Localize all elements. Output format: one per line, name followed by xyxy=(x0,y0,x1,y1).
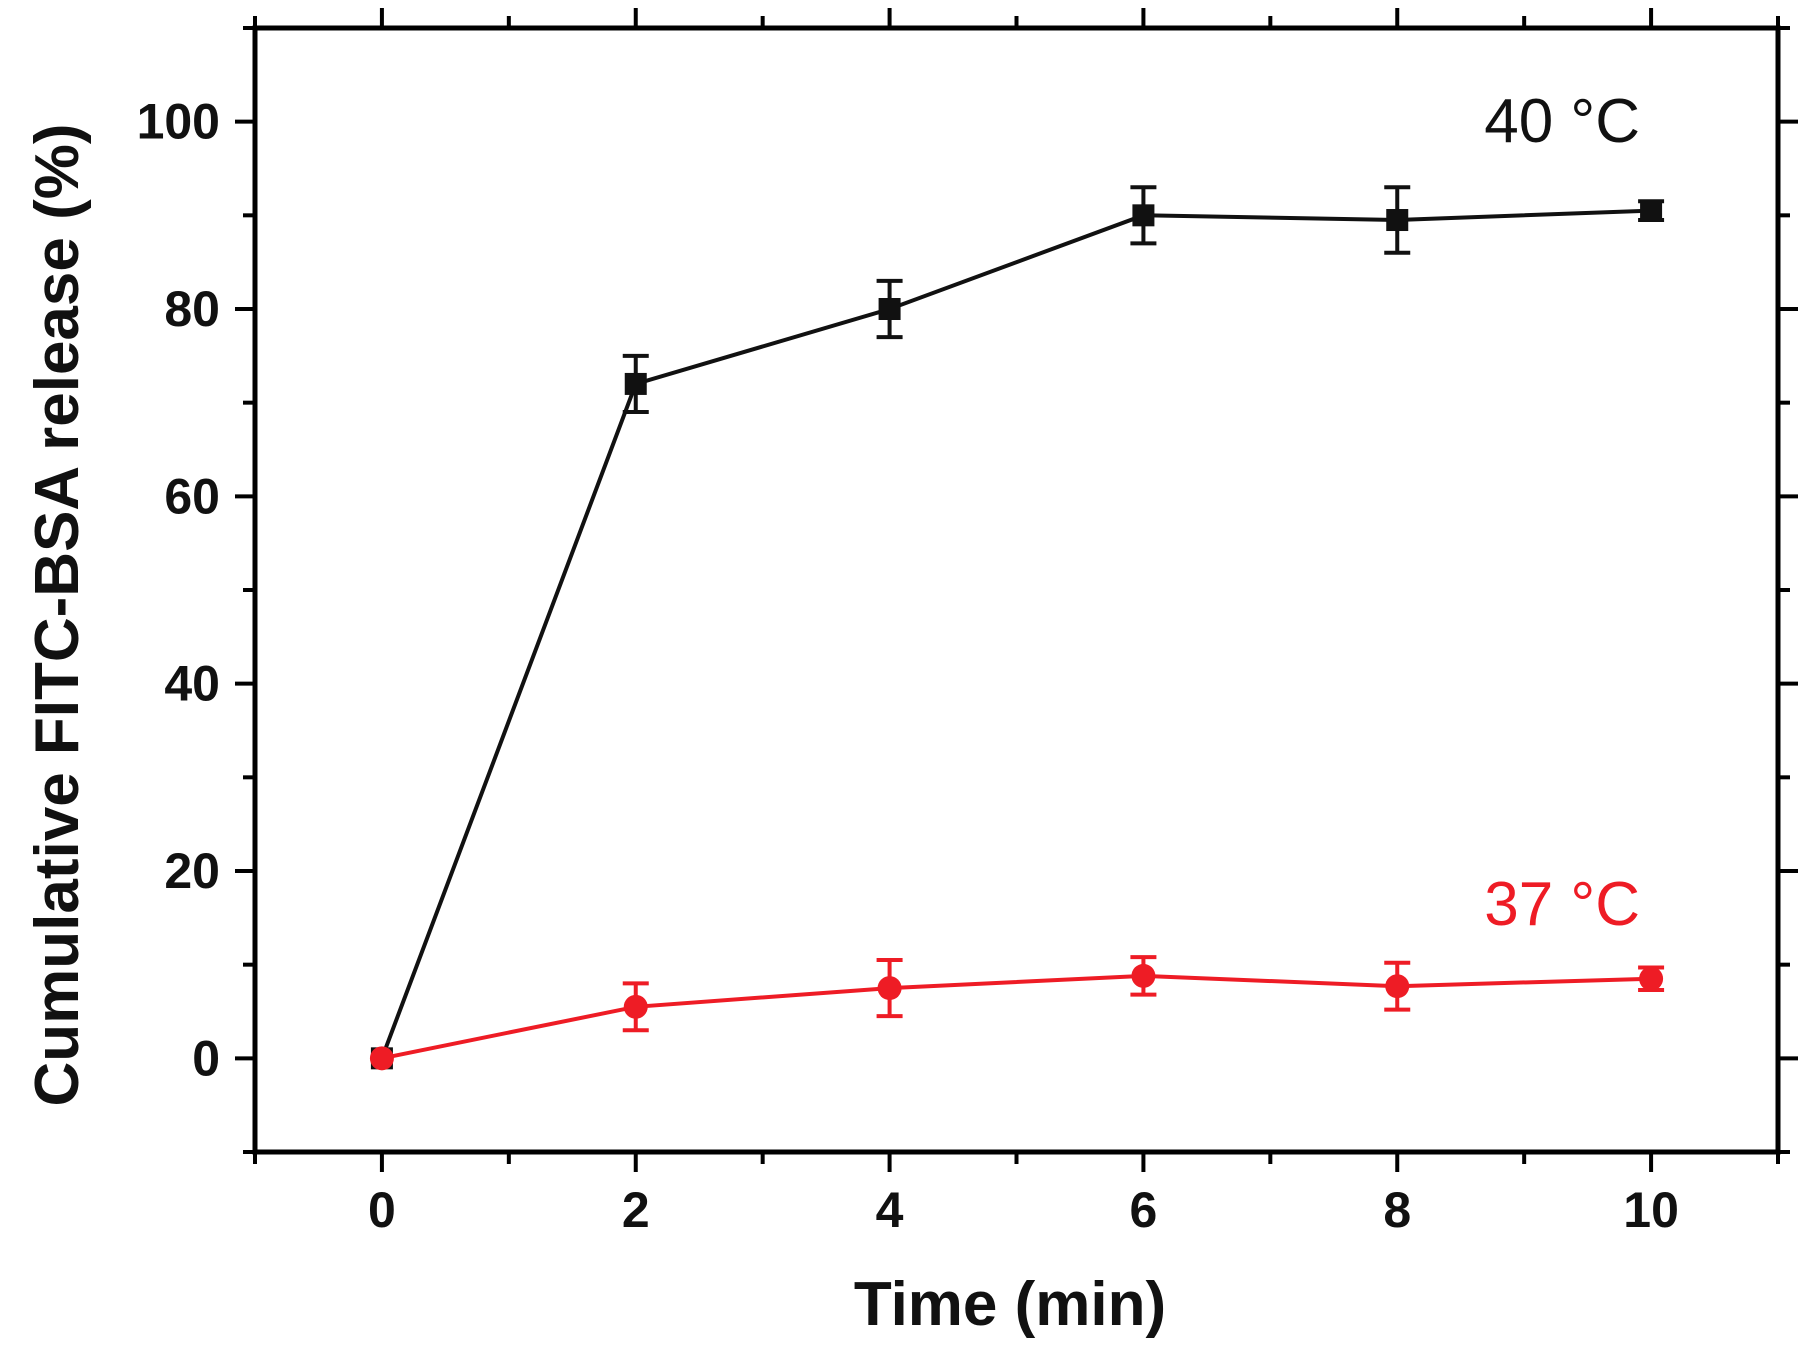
series-label-37c: 37 °C xyxy=(1484,870,1640,939)
series-line xyxy=(381,973,1652,1061)
y-tick-label: 80 xyxy=(164,281,220,337)
x-tick-label: 6 xyxy=(1130,1182,1158,1238)
series-0 xyxy=(370,185,1665,1070)
series-label-40c: 40 °C xyxy=(1484,87,1640,156)
data-point xyxy=(1640,199,1663,222)
y-axis-title: Cumulative FITC-BSA release (%) xyxy=(23,123,92,1106)
data-point xyxy=(1386,209,1409,232)
data-point xyxy=(1131,963,1156,988)
data-point xyxy=(878,298,901,320)
x-tick-label: 8 xyxy=(1383,1182,1411,1238)
x-axis-title: Time (min) xyxy=(854,1270,1166,1339)
data-point xyxy=(1639,966,1664,991)
data-point xyxy=(1385,974,1410,999)
series-layer xyxy=(369,185,1665,1071)
series-line xyxy=(380,208,1652,1060)
data-point xyxy=(624,372,647,395)
data-point xyxy=(877,976,902,1001)
data-point xyxy=(623,994,648,1019)
y-tick-label: 0 xyxy=(192,1030,220,1086)
data-point xyxy=(1132,204,1155,227)
x-tick-label: 2 xyxy=(622,1182,650,1238)
x-tick-label: 0 xyxy=(368,1182,396,1238)
y-tick-label: 20 xyxy=(164,843,220,899)
y-tick-label: 40 xyxy=(164,656,220,712)
x-tick-label: 4 xyxy=(876,1182,904,1238)
series-1 xyxy=(369,955,1665,1071)
y-tick-label: 60 xyxy=(164,468,220,524)
data-point xyxy=(369,1046,394,1071)
y-tick-label: 100 xyxy=(137,94,220,150)
x-tick-label: 10 xyxy=(1623,1182,1679,1238)
